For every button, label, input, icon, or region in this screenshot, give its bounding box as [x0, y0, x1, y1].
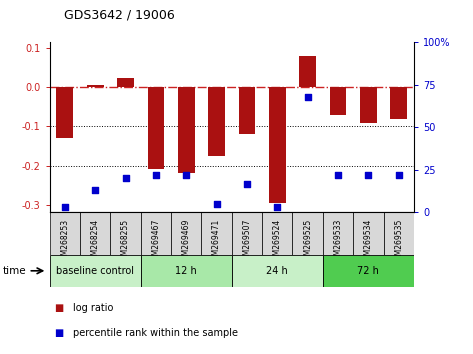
Text: GSM268255: GSM268255 [121, 219, 130, 265]
Text: 24 h: 24 h [266, 266, 288, 276]
Text: GSM268254: GSM268254 [91, 219, 100, 265]
Bar [330, 87, 346, 115]
Bar [50, 255, 141, 287]
Point [365, 172, 372, 178]
Bar [238, 87, 255, 134]
Text: GSM269525: GSM269525 [303, 219, 312, 265]
Bar [384, 212, 414, 255]
Bar [208, 87, 225, 156]
Bar [80, 212, 110, 255]
Text: GSM269471: GSM269471 [212, 219, 221, 265]
Point [61, 205, 69, 210]
Text: ■: ■ [54, 328, 64, 338]
Text: GSM269507: GSM269507 [243, 219, 252, 265]
Bar [87, 85, 104, 87]
Text: 12 h: 12 h [175, 266, 197, 276]
Text: time: time [2, 266, 26, 276]
Text: 72 h: 72 h [358, 266, 379, 276]
Bar [56, 87, 73, 138]
Bar [390, 87, 407, 119]
Text: GSM269533: GSM269533 [333, 219, 342, 265]
Text: GSM269469: GSM269469 [182, 219, 191, 265]
Point [334, 172, 342, 178]
Bar [178, 87, 194, 173]
Point [243, 181, 251, 186]
Text: GDS3642 / 19006: GDS3642 / 19006 [64, 8, 175, 21]
Bar [323, 255, 414, 287]
Text: percentile rank within the sample: percentile rank within the sample [73, 328, 238, 338]
Point [273, 205, 281, 210]
Bar [323, 212, 353, 255]
Point [122, 176, 129, 181]
Point [91, 188, 99, 193]
Bar [232, 212, 262, 255]
Text: GSM269534: GSM269534 [364, 219, 373, 265]
Text: GSM269524: GSM269524 [273, 219, 282, 265]
Point [183, 172, 190, 178]
Bar [171, 212, 201, 255]
Bar [201, 212, 232, 255]
Text: GSM269467: GSM269467 [151, 219, 160, 265]
Text: baseline control: baseline control [56, 266, 134, 276]
Bar [140, 212, 171, 255]
Bar [360, 87, 377, 122]
Text: ■: ■ [54, 303, 64, 313]
Text: GSM269535: GSM269535 [394, 219, 403, 265]
Bar [232, 255, 323, 287]
Bar [269, 87, 286, 202]
Bar [262, 212, 292, 255]
Bar [50, 212, 80, 255]
Bar [110, 212, 140, 255]
Bar [353, 212, 384, 255]
Bar [299, 56, 316, 87]
Bar [140, 255, 232, 287]
Point [213, 201, 220, 207]
Text: log ratio: log ratio [73, 303, 114, 313]
Bar [117, 78, 134, 87]
Point [152, 172, 160, 178]
Bar [292, 212, 323, 255]
Bar [148, 87, 164, 170]
Point [395, 172, 403, 178]
Point [304, 94, 311, 100]
Text: GSM268253: GSM268253 [61, 219, 70, 265]
